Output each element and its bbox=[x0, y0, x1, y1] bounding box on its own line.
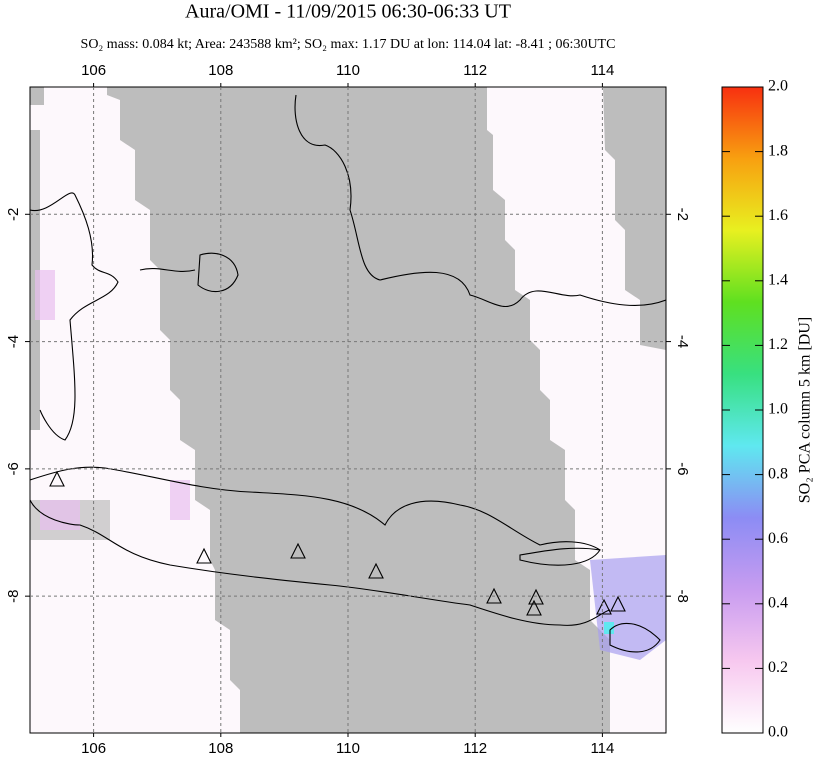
colorbar-tick-label: 0.8 bbox=[768, 465, 788, 482]
colorbar-tick-label: 0.2 bbox=[768, 659, 788, 676]
y-tick-mark bbox=[666, 341, 671, 343]
colorbar-tick-label: 1.4 bbox=[768, 271, 788, 288]
x-tick-label: 110 bbox=[336, 740, 360, 757]
x-tick-mark bbox=[93, 83, 95, 87]
colorbar-label: SO₂ PCA column 5 km [DU] bbox=[797, 317, 814, 503]
no-data bbox=[30, 87, 44, 430]
colorbar-tick-label: 1.0 bbox=[768, 401, 788, 418]
y-tick-mark bbox=[666, 595, 671, 597]
map-area bbox=[30, 87, 666, 733]
y-tick-label: -6 bbox=[5, 462, 22, 475]
x-tick-mark bbox=[220, 83, 222, 87]
x-tick-label: 110 bbox=[336, 62, 360, 79]
y-tick-mark bbox=[25, 341, 30, 343]
y-tick-label: -2 bbox=[5, 208, 22, 221]
colorbar-tick-label: 1.6 bbox=[768, 207, 788, 224]
x-tick-mark bbox=[474, 733, 476, 737]
y-tick-mark bbox=[666, 213, 671, 215]
x-tick-mark bbox=[601, 733, 603, 737]
colorbar-tick-label: 1.2 bbox=[768, 336, 788, 353]
x-tick-label: 108 bbox=[208, 62, 233, 79]
y-tick-label: -6 bbox=[674, 462, 691, 475]
so2-patch bbox=[590, 555, 666, 660]
x-tick-label: 106 bbox=[81, 62, 106, 79]
y-tick-label: -4 bbox=[674, 335, 691, 348]
y-tick-label: -2 bbox=[674, 208, 691, 221]
y-tick-mark bbox=[25, 213, 30, 215]
no-data bbox=[603, 87, 666, 350]
x-tick-mark bbox=[347, 83, 349, 87]
so2-max-patch bbox=[604, 622, 614, 634]
colorbar-tick-label: 0.6 bbox=[768, 530, 788, 547]
x-tick-label: 112 bbox=[463, 740, 487, 757]
x-tick-label: 114 bbox=[590, 740, 614, 757]
no-data bbox=[107, 87, 610, 733]
chart-title: Aura/OMI - 11/09/2015 06:30-06:33 UT bbox=[185, 1, 511, 23]
x-tick-mark bbox=[474, 83, 476, 87]
x-tick-mark bbox=[93, 733, 95, 737]
y-tick-mark bbox=[666, 468, 671, 470]
colorbar-tick-label: 1.8 bbox=[768, 142, 788, 159]
x-tick-mark bbox=[220, 733, 222, 737]
y-tick-mark bbox=[25, 468, 30, 470]
colorbar-tick-label: 0.0 bbox=[768, 724, 788, 741]
colorbar-tick-label: 0.4 bbox=[768, 594, 788, 611]
y-tick-label: -8 bbox=[5, 589, 22, 602]
y-tick-label: -8 bbox=[674, 589, 691, 602]
y-tick-label: -4 bbox=[5, 335, 22, 348]
colorbar-tick-label: 2.0 bbox=[768, 78, 788, 95]
x-tick-label: 114 bbox=[590, 62, 614, 79]
x-tick-mark bbox=[347, 733, 349, 737]
volcano bbox=[49, 470, 626, 616]
x-tick-mark bbox=[601, 83, 603, 87]
x-tick-label: 106 bbox=[81, 740, 106, 757]
x-tick-label: 112 bbox=[463, 62, 487, 79]
y-tick-mark bbox=[25, 595, 30, 597]
so2-patch bbox=[35, 270, 190, 530]
x-tick-label: 108 bbox=[208, 740, 233, 757]
chart-subtitle: SO₂ mass: 0.084 kt; Area: 243588 km²; SO… bbox=[81, 37, 616, 52]
